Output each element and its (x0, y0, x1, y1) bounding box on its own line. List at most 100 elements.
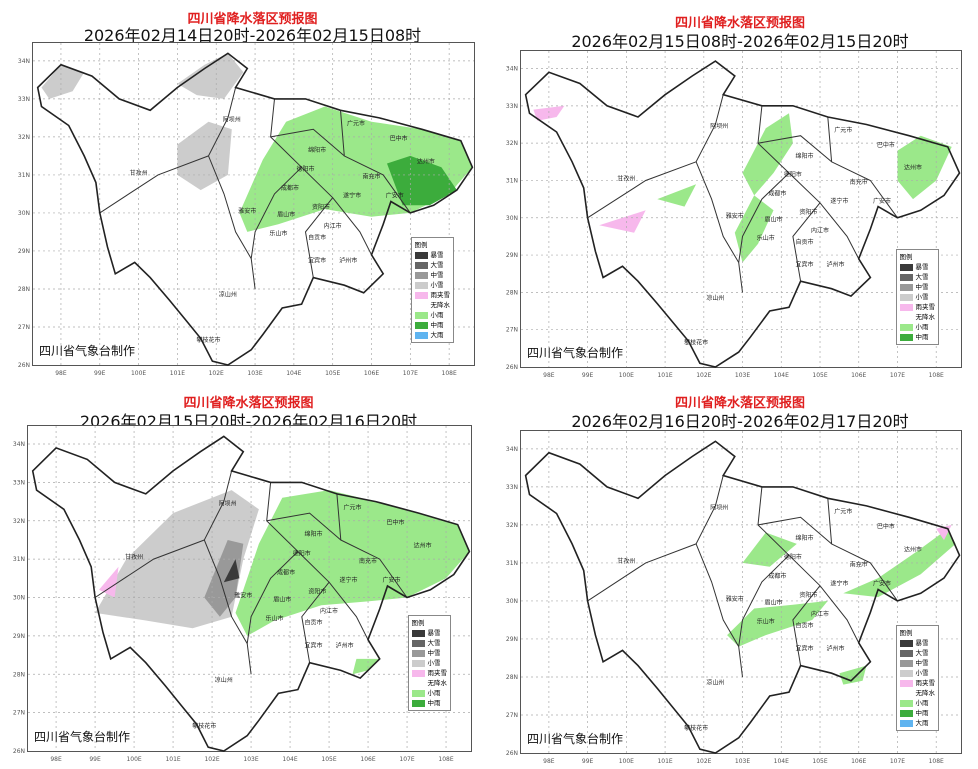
map-title: 四川省降水落区预报图 (187, 12, 318, 27)
legend-swatch (899, 333, 913, 341)
lon-tick-label: 98E (543, 758, 555, 765)
legend-swatch (411, 699, 425, 707)
city-label: 阿坝州 (223, 116, 241, 124)
lat-tick-label: 34N (13, 441, 25, 448)
legend-swatch (899, 669, 913, 677)
legend-label: 大雪 (427, 639, 441, 647)
boundary-line (301, 581, 330, 663)
lat-tick-label: 28N (13, 671, 25, 678)
legend-item: 小雨 (899, 322, 936, 332)
legend-label: 暴雪 (915, 263, 929, 271)
legend-label: 小雪 (430, 281, 444, 289)
legend-item: 雨夹雪 (414, 290, 451, 300)
city-label: 雅安市 (726, 595, 744, 603)
lon-tick-label: 100E (619, 758, 634, 765)
lat-tick-label: 26N (13, 748, 25, 755)
precip-area (727, 600, 828, 647)
boundary-line (266, 512, 342, 541)
legend-label: 中雨 (430, 321, 444, 329)
lon-tick-label: 103E (247, 370, 262, 377)
map-legend: 图例 暴雪 大雪 中雪 小雪 雨夹雪 无降水 小雨 中雨 (407, 615, 451, 711)
city-label: 巴中市 (386, 519, 404, 527)
precip-area (223, 559, 240, 583)
city-label: 内江市 (811, 610, 829, 618)
lon-tick-label: 105E (321, 756, 336, 763)
legend-label: 暴雪 (430, 251, 444, 259)
city-label: 资阳市 (308, 588, 326, 596)
lat-tick-label: 28N (18, 286, 30, 293)
city-label: 成都市 (281, 184, 299, 192)
map-panel: 98E 99E 100E 101E 102E 103E 104E 105E 106E 107E 10… (13, 425, 472, 763)
city-label: 泸州市 (336, 641, 354, 649)
lat-tick-label: 27N (18, 324, 30, 331)
lon-tick-label: 101E (657, 372, 672, 379)
lon-tick-label: 108E (929, 372, 944, 379)
boundary-line (246, 551, 299, 644)
lat-tick-label: 34N (506, 446, 518, 453)
precip-area (839, 665, 867, 685)
lon-tick-label: 108E (438, 756, 453, 763)
city-label: 泸州市 (339, 256, 357, 264)
lon-tick-label: 106E (851, 372, 866, 379)
legend-title: 图例 (899, 253, 913, 261)
lat-tick-label: 32N (13, 518, 25, 525)
boundary-line (738, 172, 790, 263)
city-label: 内江市 (324, 222, 342, 230)
city-label: 广安市 (382, 576, 400, 584)
map-time-range: 2026年02月16日20时-2026年02月17日20时 (571, 412, 909, 431)
city-label: 自贡市 (308, 234, 326, 242)
lon-tick-label: 100E (126, 756, 141, 763)
lon-tick-label: 101E (165, 756, 180, 763)
city-label: 广安市 (873, 580, 891, 588)
map-title: 四川省降水落区预报图 (674, 396, 805, 411)
legend-label: 无降水 (427, 679, 448, 687)
city-label: 南充市 (359, 557, 377, 565)
lon-tick-label: 108E (442, 370, 457, 377)
boundary-line (266, 482, 369, 640)
city-label: 凉山州 (706, 679, 724, 687)
city-label: 凉山州 (219, 291, 237, 299)
legend-swatch (414, 271, 428, 279)
legend-label: 雨夹雪 (430, 291, 451, 299)
city-label: 自贡市 (304, 618, 322, 626)
legend-swatch (899, 649, 913, 657)
legend-label: 暴雪 (915, 639, 929, 647)
city-label: 资阳市 (799, 208, 817, 216)
city-label: 德阳市 (297, 165, 315, 173)
precip-area (352, 658, 380, 675)
province-outline (31, 435, 471, 752)
legend-swatch (899, 719, 913, 727)
legend-title: 图例 (899, 629, 913, 637)
city-label: 攀枝花市 (192, 722, 216, 730)
legend-label: 中雪 (427, 649, 441, 657)
legend-item: 小雨 (411, 688, 448, 698)
lat-tick-label: 29N (506, 636, 518, 643)
city-label: 德阳市 (293, 549, 311, 557)
city-label: 成都市 (768, 572, 786, 580)
city-label: 广元市 (834, 507, 852, 515)
lat-tick-label: 27N (13, 710, 25, 717)
lat-tick-label: 30N (506, 598, 518, 605)
city-label: 绵阳市 (308, 146, 326, 154)
precip-area (734, 195, 774, 263)
lon-tick-label: 107E (890, 372, 905, 379)
city-label: 宜宾市 (796, 260, 814, 268)
legend-label: 中雪 (430, 271, 444, 279)
lon-tick-label: 101E (657, 758, 672, 765)
producer-credit: 四川省气象台制作 (39, 344, 136, 358)
legend-swatch (899, 273, 913, 281)
city-label: 资阳市 (312, 203, 330, 211)
boundary-line (270, 128, 345, 157)
boundary-line (304, 197, 334, 278)
city-label: 阿坝州 (219, 499, 237, 507)
legend-swatch (414, 261, 428, 269)
lat-tick-label: 26N (506, 750, 518, 757)
boundary-line (757, 105, 860, 260)
lon-tick-label: 105E (812, 372, 827, 379)
city-label: 达州市 (414, 542, 432, 550)
precip-area (657, 184, 697, 207)
legend-label: 雨夹雪 (427, 669, 448, 677)
lat-tick-label: 31N (13, 556, 25, 563)
city-label: 成都市 (277, 568, 295, 576)
legend-label: 暴雪 (427, 629, 441, 637)
